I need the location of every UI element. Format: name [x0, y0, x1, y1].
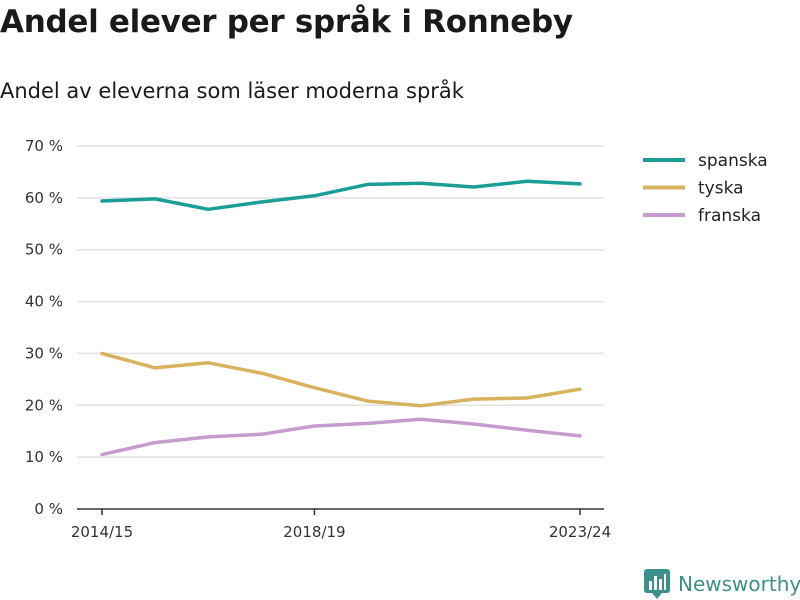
- y-tick-label: 10 %: [25, 448, 63, 466]
- y-tick-label: 60 %: [25, 189, 63, 207]
- y-tick-label: 70 %: [25, 137, 63, 155]
- x-tick-label: 2014/15: [71, 523, 133, 541]
- chart-title: Andel elever per språk i Ronneby: [0, 4, 573, 40]
- legend-label-tyska: tyska: [698, 179, 744, 199]
- legend-label-franska: franska: [698, 206, 761, 226]
- series-line-spanska: [100, 179, 582, 212]
- gridlines: [77, 145, 604, 458]
- newsworthy-branding: Newsworthy: [644, 569, 800, 599]
- x-tick-label: 2018/19: [283, 523, 345, 541]
- series-line-tyska: [100, 351, 582, 408]
- bar-chart-badge-icon: [644, 569, 670, 599]
- x-tick-label: 2023/24: [549, 523, 611, 541]
- axes: 0 % 10 % 20 % 30 % 40 % 50 % 60 % 70 % 2014/15 20…: [25, 137, 611, 541]
- legend-label-spanska: spanska: [698, 151, 768, 171]
- chart-subtitle: Andel av eleverna som läser moderna språ…: [0, 79, 464, 103]
- series-lines: [100, 179, 582, 457]
- brand-name: Newsworthy: [678, 572, 800, 596]
- y-tick-label: 20 %: [25, 396, 63, 414]
- legend: spanska tyska franska: [643, 151, 768, 226]
- y-tick-label: 30 %: [25, 344, 63, 362]
- y-tick-label: 0 %: [34, 500, 63, 518]
- y-tick-label: 40 %: [25, 293, 63, 311]
- y-tick-label: 50 %: [25, 241, 63, 259]
- series-line-franska: [100, 417, 582, 457]
